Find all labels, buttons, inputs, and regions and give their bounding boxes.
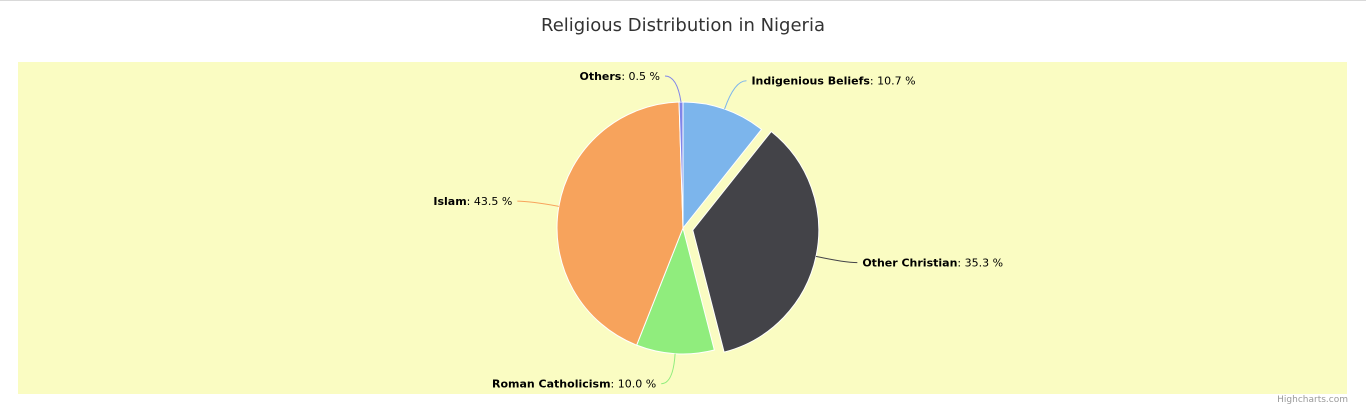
connector-others [664, 75, 682, 103]
connector-indigenious-beliefs [724, 80, 747, 110]
connector-roman-catholicism [661, 353, 676, 385]
highcharts-credit[interactable]: Highcharts.com [1277, 395, 1348, 405]
pie-slice-roman-catholicism[interactable] [635, 226, 715, 355]
connector-islam [517, 200, 559, 207]
data-label-other-christian: Other Christian: 35.3 % [862, 257, 1003, 270]
pie-slice-islam[interactable] [556, 101, 684, 346]
data-label-islam: Islam: 43.5 % [433, 195, 512, 208]
chart-title: Religious Distribution in Nigeria [541, 15, 825, 36]
data-label-others: Others: 0.5 % [579, 70, 660, 83]
data-label-roman-catholicism: Roman Catholicism: 10.0 % [492, 378, 656, 391]
pie-slice-indigenious-beliefs[interactable] [682, 101, 763, 230]
connector-other-christian [815, 255, 858, 264]
data-label-indigenious-beliefs: Indigenious Beliefs: 10.7 % [751, 75, 915, 88]
top-divider [0, 0, 1366, 1]
